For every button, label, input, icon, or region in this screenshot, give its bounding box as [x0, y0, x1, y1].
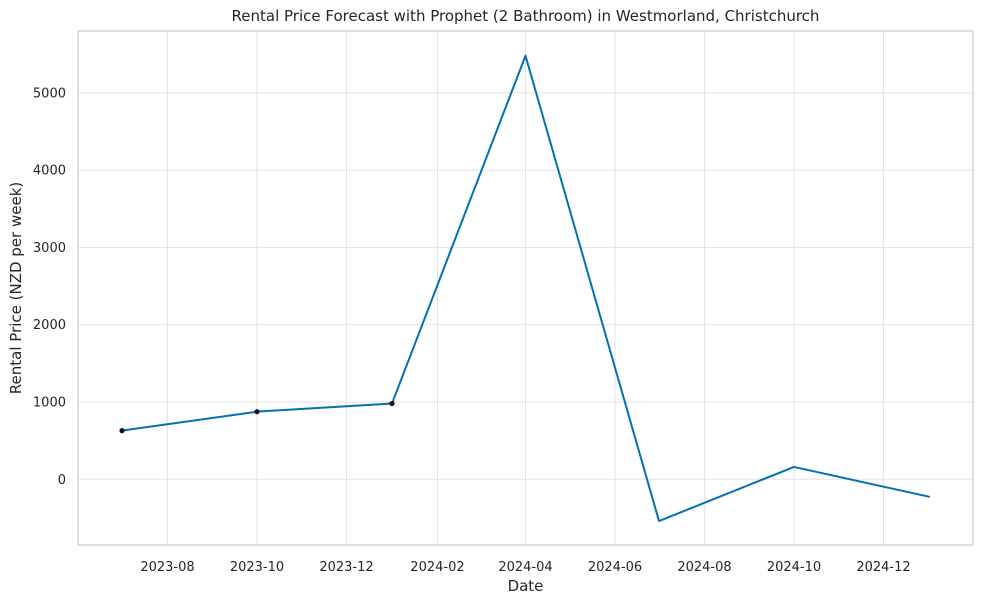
plot-frame — [77, 30, 974, 546]
observed-point — [389, 400, 395, 407]
x-tick-label: 2024-06 — [588, 560, 642, 575]
x-tick-label: 2023-10 — [230, 560, 284, 575]
x-tick-label: 2024-02 — [410, 560, 464, 575]
y-tick-label: 4000 — [33, 164, 66, 179]
y-axis-label: Rental Price (NZD per week) — [7, 182, 25, 394]
x-tick-label: 2024-04 — [498, 560, 552, 575]
x-tick-label: 2023-08 — [140, 560, 194, 575]
series-layer — [119, 54, 930, 523]
y-tick-label: 2000 — [33, 318, 66, 333]
chart-title: Rental Price Forecast with Prophet (2 Ba… — [232, 7, 820, 25]
grid — [78, 31, 973, 545]
x-tick-label: 2024-10 — [767, 560, 821, 575]
x-tick-label: 2023-12 — [319, 560, 373, 575]
y-tick-label: 3000 — [33, 241, 66, 256]
x-tick-label: 2024-12 — [856, 560, 910, 575]
tick-labels: 2023-08 2023-10 2023-12 2024-02 2024-04 2024-… — [33, 86, 911, 575]
y-tick-label: 5000 — [33, 86, 66, 101]
y-tick-label: 1000 — [33, 396, 66, 411]
y-tick-label: 0 — [58, 473, 66, 488]
x-axis-label: Date — [508, 577, 544, 595]
observed-point — [119, 428, 125, 434]
x-tick-label: 2024-08 — [677, 560, 731, 575]
observed-point — [254, 409, 260, 415]
